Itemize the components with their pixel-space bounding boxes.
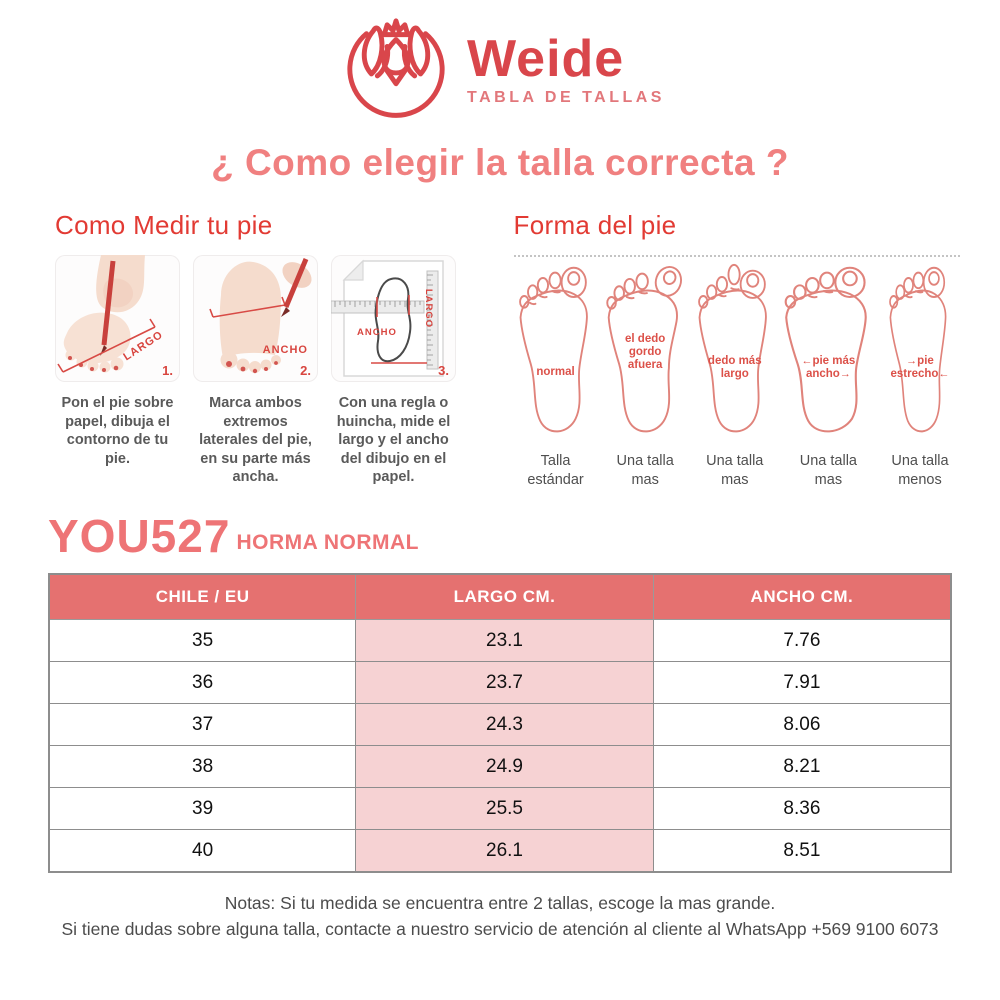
largo-cell: 26.1 [355, 829, 654, 873]
product-model: YOU527 [48, 509, 231, 562]
measure-step-3-image: ANCHO LARGO 3. [331, 255, 456, 382]
step-3-caption: Con una regla o huincha, mide el largo y… [336, 395, 451, 486]
measure-steps: LARGO 1. ANCH [55, 255, 474, 382]
ruler-paper-illustration-icon [331, 259, 444, 377]
foot-type-big-toe-out: el dedo gordo afuera Una talla mas [602, 259, 688, 490]
measure-step-2-image: ANCHO 2. [193, 255, 318, 382]
size-cell: 35 [48, 619, 357, 663]
note-line-2: Si tiene dudas sobre alguna talla, conta… [61, 919, 939, 940]
measure-captions: Pon el pie sobre papel, dibuja el contor… [55, 394, 474, 487]
note-line-1: Notas: Si tu medida se encuentra entre 2… [224, 893, 776, 914]
size-cell: 38 [48, 745, 357, 789]
foot-label: dedo más largo [707, 355, 762, 381]
foot-shape-section: Forma del pie normal Talla estándar [513, 210, 960, 490]
table-row: 35 23.1 7.76 [48, 619, 952, 663]
ancho-cell: 8.36 [652, 787, 952, 831]
column-header-ancho: ANCHO CM. [652, 573, 952, 621]
foot-type-wide: ←pie más ancho→ Una talla mas [781, 259, 875, 490]
foot-caption: Una talla mas [799, 453, 857, 488]
size-cell: 36 [48, 661, 357, 705]
brand-text-block: Weide TABLA DE TALLAS [467, 33, 665, 107]
size-table-header-row: CHILE / EU LARGO CM. ANCHO CM. [48, 573, 952, 621]
measure-step-1-image: LARGO 1. [55, 255, 180, 382]
step-number: 3. [438, 363, 449, 378]
table-row: 37 24.3 8.06 [48, 703, 952, 747]
step-number: 1. [162, 363, 173, 378]
trace-foot-illustration-icon [57, 255, 156, 373]
content-columns: Como Medir tu pie [55, 210, 960, 490]
weide-logo-icon [347, 18, 445, 118]
foot-caption: Talla estándar [527, 453, 584, 488]
column-header-largo: LARGO CM. [355, 573, 654, 621]
table-row: 38 24.9 8.21 [48, 745, 952, 789]
brand-header: Weide TABLA DE TALLAS [0, 0, 1000, 126]
ancho-axis-label: ANCHO [357, 327, 397, 338]
largo-cell: 25.5 [355, 787, 654, 831]
size-cell: 37 [48, 703, 357, 747]
largo-cell: 23.7 [355, 661, 654, 705]
ancho-cell: 8.06 [652, 703, 952, 747]
brand-tagline: TABLA DE TALLAS [467, 89, 665, 106]
foot-caption: Una talla mas [706, 453, 764, 488]
mark-width-illustration-icon [209, 258, 312, 374]
foot-type-normal: normal Talla estándar [514, 259, 598, 490]
measure-section: Como Medir tu pie [55, 210, 474, 490]
ancho-cell: 7.76 [652, 619, 952, 663]
foot-label: ←pie más ancho→ [801, 355, 856, 381]
ancho-cell: 8.21 [652, 745, 952, 789]
footer-notes: Notas: Si tu medida se encuentra entre 2… [0, 893, 1000, 940]
table-row: 36 23.7 7.91 [48, 661, 952, 705]
largo-cell: 24.9 [355, 745, 654, 789]
ancho-cell: 7.91 [652, 661, 952, 705]
foot-label: →pie estrecho← [890, 355, 950, 381]
foot-outline-icon [606, 265, 683, 433]
foot-outline-icon [785, 266, 868, 433]
foot-label: normal [536, 366, 575, 379]
largo-cell: 23.1 [355, 619, 654, 663]
foot-outline-icon [697, 263, 767, 433]
foot-outline-icon [518, 266, 588, 433]
shape-heading: Forma del pie [513, 210, 677, 240]
column-header-chile-eu: CHILE / EU [48, 573, 357, 621]
feet-diagrams: normal Talla estándar [513, 255, 960, 490]
largo-cell: 24.3 [355, 703, 654, 747]
foot-type-narrow: →pie estrecho← Una talla menos [880, 259, 960, 490]
foot-caption: Una talla menos [891, 453, 949, 488]
foot-caption: Una talla mas [616, 453, 674, 488]
largo-axis-label: LARGO [422, 288, 434, 329]
foot-outline-icon [889, 266, 947, 433]
arrow-right-icon: → [839, 368, 851, 381]
table-row: 40 26.1 8.51 [48, 829, 952, 873]
step-2-caption: Marca ambos extremos laterales del pie, … [199, 395, 312, 486]
size-cell: 39 [48, 787, 357, 831]
table-row: 39 25.5 8.36 [48, 787, 952, 831]
step-number: 2. [300, 363, 311, 378]
step-1-caption: Pon el pie sobre papel, dibuja el contor… [61, 395, 174, 467]
ancho-axis-label: ANCHO [262, 344, 308, 356]
brand-name: Weide [467, 30, 625, 88]
arrow-left-icon: ← [801, 355, 813, 368]
page-title: ¿ Como elegir la talla correcta ? [211, 142, 789, 183]
measure-heading: Como Medir tu pie [55, 210, 273, 240]
size-table: CHILE / EU LARGO CM. ANCHO CM. 35 23.1 7.7… [48, 573, 952, 874]
size-cell: 40 [48, 829, 357, 873]
foot-type-long-toe: dedo más largo Una talla mas [693, 259, 777, 490]
arrow-right-icon: ← [938, 368, 950, 381]
ancho-cell: 8.51 [652, 829, 952, 873]
foot-label: el dedo gordo afuera [625, 333, 666, 372]
product-heading: YOU527 HORMA NORMAL [48, 509, 1000, 562]
arrow-left-icon: → [906, 355, 918, 368]
product-subtitle: HORMA NORMAL [236, 531, 419, 555]
